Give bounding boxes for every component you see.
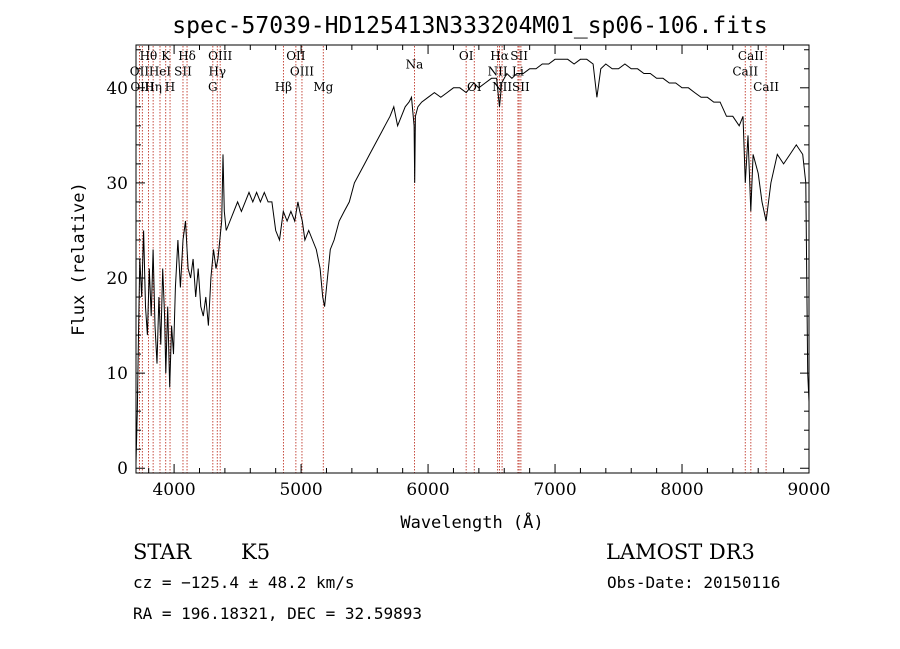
spectral-line-label: OII: [130, 65, 150, 79]
spectral-line-label: OIII: [208, 49, 232, 63]
y-tick-label: 40: [106, 79, 128, 99]
spectral-line-label: Hδ: [178, 49, 196, 63]
spectral-line-label: OI: [459, 49, 474, 63]
spectral-line-label: Hβ: [275, 80, 292, 94]
spectral-line-label: Hθ: [140, 49, 158, 63]
chart-title: spec-57039-HD125413N333204M01_sp06-106.f…: [172, 13, 767, 39]
x-tick-label: 8000: [660, 480, 703, 500]
spectral-line-label: Li: [512, 65, 524, 79]
spectral-line-label: SII: [510, 49, 528, 63]
x-axis-label: Wavelength (Å): [400, 511, 543, 533]
redshift-velocity: cz = −125.4 ± 48.2 km/s: [133, 573, 355, 592]
y-tick-label: 20: [106, 269, 128, 289]
spectral-line-label: OIII: [290, 65, 314, 79]
spectral-line-label: CaII: [732, 65, 758, 79]
x-axis-ticks: 4000 5000 6000 7000 8000 9000: [148, 45, 831, 500]
y-tick-label: 0: [117, 459, 128, 479]
coordinates: RA = 196.18321, DEC = 32.59893: [133, 604, 422, 623]
x-tick-label: 9000: [787, 480, 830, 500]
spectral-line-label: NII: [488, 65, 508, 79]
y-tick-label: 30: [106, 174, 128, 194]
y-axis-label: Flux (relative): [69, 182, 89, 336]
spectrum-line: [135, 58, 810, 464]
spectral-line-label: K: [161, 49, 171, 63]
plot-frame: [135, 44, 810, 474]
spectral-line-label: Mg: [313, 80, 333, 94]
spectral-line-markers: [138, 46, 767, 473]
spectral-line-label: H: [165, 80, 175, 94]
spectral-line-label: HeI: [149, 65, 172, 79]
x-tick-label: 7000: [533, 480, 576, 500]
x-tick-label: 6000: [406, 480, 449, 500]
spectral-line-label: Hα: [490, 49, 509, 63]
spectral-line-label: OII: [286, 49, 306, 63]
spectral-line-label: Hη: [144, 80, 162, 94]
observation-date: Obs-Date: 20150116: [607, 573, 780, 592]
spectral-line-label: G: [208, 80, 218, 94]
y-axis-ticks: 0 10 20 30 40: [106, 49, 809, 479]
x-tick-label: 4000: [152, 480, 195, 500]
survey-name: LAMOST DR3: [606, 540, 755, 564]
spectral-line-label: OI: [467, 80, 482, 94]
object-class: STAR: [133, 540, 192, 564]
y-tick-label: 10: [106, 364, 128, 384]
spectral-line-label: Hγ: [208, 65, 226, 79]
spectral-line-label: CaII: [753, 80, 779, 94]
spectral-line-label: CaII: [738, 49, 764, 63]
spectral-line-label: SII: [512, 80, 530, 94]
object-subclass: K5: [241, 540, 270, 564]
spectral-line-label: SII: [174, 65, 192, 79]
x-tick-label: 5000: [279, 480, 322, 500]
spectral-line-label: Na: [406, 58, 424, 72]
